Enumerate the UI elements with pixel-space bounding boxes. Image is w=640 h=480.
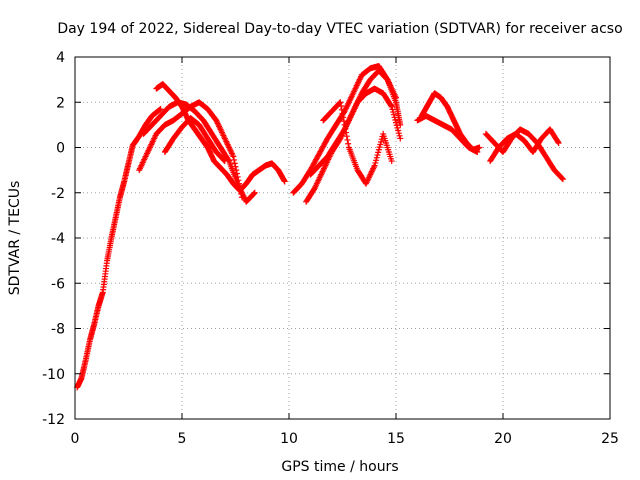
data-point	[281, 178, 288, 185]
data-point	[389, 106, 396, 113]
y-tick-label: -10	[42, 367, 65, 383]
x-tick-label: 15	[387, 431, 405, 447]
data-point	[395, 127, 402, 134]
data-point	[393, 119, 399, 126]
data-point	[373, 157, 380, 164]
data-point	[235, 177, 242, 184]
y-tick-label: -4	[51, 231, 65, 247]
data-point	[339, 110, 346, 117]
data-point	[232, 163, 239, 170]
data-point	[392, 116, 399, 123]
data-point	[345, 140, 352, 147]
series-pass-d	[161, 115, 228, 165]
series-late-a	[418, 90, 483, 153]
data-point	[393, 122, 400, 129]
data-point	[157, 106, 164, 113]
y-tick-label: 2	[56, 95, 65, 111]
data-point	[390, 109, 397, 116]
series-late-b	[414, 112, 481, 156]
data-point	[231, 156, 238, 163]
series-evening-d	[320, 99, 395, 187]
series-pass-c	[136, 99, 245, 201]
data-point	[338, 106, 345, 113]
series-early-rise	[74, 106, 164, 391]
data-point	[390, 111, 397, 118]
data-point	[476, 144, 483, 151]
data-point	[231, 160, 238, 167]
data-point	[221, 158, 228, 165]
data-point	[375, 149, 382, 156]
data-point	[336, 100, 343, 107]
data-point	[397, 135, 404, 142]
data-point	[396, 132, 403, 139]
data-point	[559, 176, 566, 183]
data-point	[251, 189, 258, 196]
x-tick-label: 20	[494, 431, 512, 447]
data-point	[337, 99, 344, 106]
y-tick-label: 0	[56, 141, 65, 157]
data-point	[238, 194, 245, 201]
x-tick-label: 0	[71, 431, 80, 447]
data-point	[221, 157, 228, 164]
data-point	[340, 118, 347, 125]
data-point	[376, 144, 383, 151]
data-point	[554, 138, 561, 145]
data-point	[342, 125, 349, 132]
x-tick-label: 25	[601, 431, 619, 447]
data-point	[378, 138, 385, 145]
series-night-b	[487, 126, 562, 165]
data-point	[388, 102, 395, 109]
data-points	[74, 63, 566, 391]
x-tick-label: 10	[280, 431, 298, 447]
data-point	[233, 167, 240, 174]
data-point	[343, 133, 350, 140]
data-point	[375, 146, 382, 153]
data-point	[373, 154, 380, 161]
y-tick-label: -2	[51, 186, 65, 202]
data-point	[378, 136, 385, 143]
series-evening-c	[307, 67, 399, 178]
data-point	[236, 184, 243, 191]
data-point	[388, 103, 395, 110]
data-point	[377, 141, 384, 148]
data-point	[237, 187, 244, 194]
data-point	[234, 173, 241, 180]
data-point	[340, 114, 347, 121]
data-point	[394, 124, 401, 131]
data-point	[371, 162, 378, 169]
data-point	[233, 170, 240, 177]
y-tick-label: 4	[56, 50, 65, 66]
data-point	[343, 129, 350, 136]
data-point	[388, 158, 395, 165]
data-point	[236, 180, 243, 187]
axis-ticks: 0 5 10 15 20 25 -12 -10 -8 -6 -4 -2 0 2 4	[42, 50, 619, 447]
y-tick-label: -6	[51, 276, 65, 292]
y-tick-label: -8	[51, 322, 65, 338]
data-point	[341, 121, 348, 128]
data-point	[374, 152, 381, 159]
x-tick-label: 5	[178, 431, 187, 447]
data-point	[391, 114, 398, 121]
data-point	[393, 94, 399, 101]
data-point	[230, 153, 237, 160]
data-point	[559, 175, 566, 182]
data-point	[238, 190, 245, 197]
data-point	[338, 103, 345, 110]
chart-title: Day 194 of 2022, Sidereal Day-to-day VTE…	[57, 21, 622, 37]
data-point	[555, 139, 562, 146]
y-tick-label: -12	[42, 412, 65, 428]
data-point	[474, 149, 481, 156]
y-axis-label: SDTVAR / TECUs	[7, 181, 23, 296]
data-point	[251, 190, 258, 197]
data-point	[372, 159, 379, 166]
data-point	[395, 130, 402, 137]
data-point	[344, 136, 351, 143]
x-axis-label: GPS time / hours	[281, 459, 398, 475]
